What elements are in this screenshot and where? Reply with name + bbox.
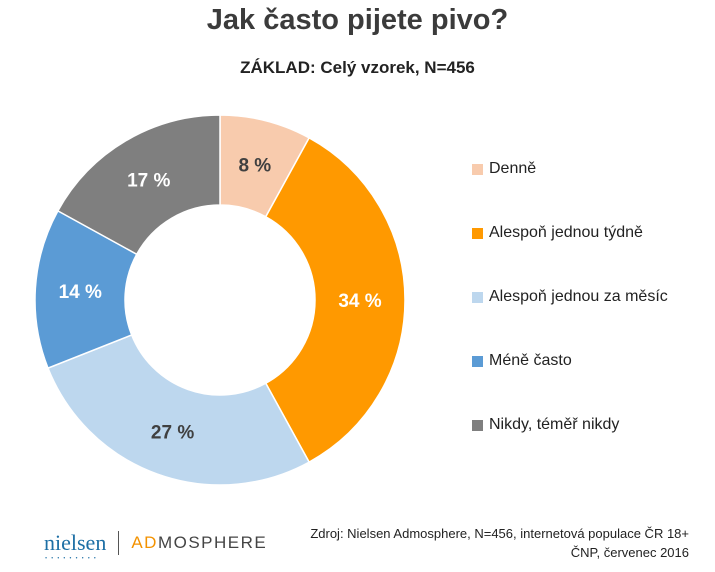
chart-subtitle: ZÁKLAD: Celý vzorek, N=456 bbox=[240, 58, 475, 77]
legend-label: Denně bbox=[489, 160, 537, 177]
legend-label: Alespoň jednou za měsíc bbox=[489, 288, 668, 305]
data-label-3: 27 % bbox=[151, 423, 194, 444]
legend-swatch bbox=[472, 419, 483, 431]
legend-swatch bbox=[472, 163, 483, 175]
data-label-1: 8 % bbox=[238, 155, 271, 176]
legend-item-4: Méně často bbox=[472, 352, 572, 370]
legend-item-1: Denně bbox=[472, 160, 536, 178]
logo-nielsen: nielsen ••••••••• bbox=[44, 530, 107, 562]
source-line-1: Zdroj: Nielsen Admosphere, N=456, intern… bbox=[310, 526, 689, 541]
data-label-4: 14 % bbox=[59, 282, 102, 303]
logo-nielsen-admosphere: nielsen ••••••••• ADMOSPHERE bbox=[44, 530, 268, 562]
source-note: Zdroj: Nielsen Admosphere, N=456, intern… bbox=[310, 524, 689, 562]
donut-slice-2 bbox=[264, 136, 406, 464]
legend-item-3: Alespoň jednou za měsíc bbox=[472, 288, 668, 306]
legend-label: Nikdy, téměř nikdy bbox=[489, 416, 620, 433]
legend-item-5: Nikdy, téměř nikdy bbox=[472, 416, 619, 434]
donut-chart: 8 % 34 % 27 % 14 % 17 % bbox=[34, 114, 406, 486]
legend-swatch bbox=[472, 227, 483, 239]
data-label-2: 34 % bbox=[338, 291, 381, 312]
legend-item-2: Alespoň jednou týdně bbox=[472, 224, 643, 242]
logo-divider bbox=[118, 531, 120, 555]
source-line-2: ČNP, červenec 2016 bbox=[570, 545, 689, 560]
legend-label: Alespoň jednou týdně bbox=[489, 224, 643, 241]
legend-label: Méně často bbox=[489, 352, 572, 369]
legend-swatch bbox=[472, 291, 483, 303]
donut-slice-5 bbox=[56, 114, 221, 256]
donut-slice-3 bbox=[47, 333, 311, 486]
data-label-5: 17 % bbox=[127, 170, 170, 191]
legend-swatch bbox=[472, 355, 483, 367]
logo-admosphere: ADMOSPHERE bbox=[131, 533, 268, 552]
chart-title: Jak často pijete pivo? bbox=[206, 4, 509, 36]
